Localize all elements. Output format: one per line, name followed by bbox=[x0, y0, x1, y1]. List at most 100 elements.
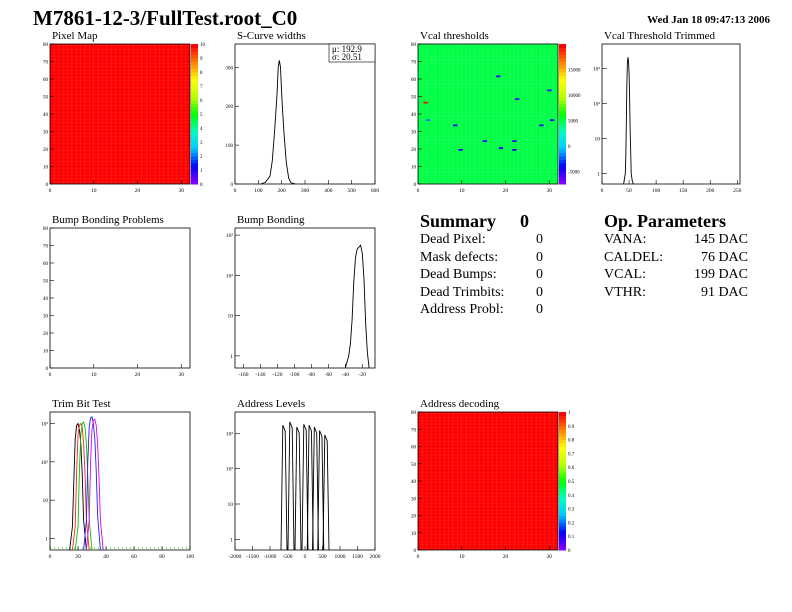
x-tick-label: 600 bbox=[371, 188, 380, 194]
y-tick-label: 10 bbox=[43, 498, 49, 504]
color-scale-band bbox=[191, 93, 198, 97]
plot-frame bbox=[234, 227, 376, 369]
x-tick-label: 30 bbox=[547, 554, 553, 560]
y-tick-label: 40 bbox=[411, 113, 417, 118]
color-scale-label: 0.3 bbox=[568, 508, 575, 513]
color-scale-band bbox=[559, 529, 566, 534]
bump-problems-title: Bump Bonding Problems bbox=[52, 214, 164, 226]
color-scale-band bbox=[191, 100, 198, 104]
color-scale-band bbox=[559, 75, 566, 80]
color-scale-band bbox=[559, 456, 566, 461]
y-tick-label: 50 bbox=[411, 96, 417, 101]
summary-row-label: Dead Trimbits: bbox=[420, 284, 505, 300]
color-scale-label: 0.8 bbox=[568, 439, 575, 444]
op-parameter-label: VANA: bbox=[604, 232, 647, 247]
x-tick-label: -140 bbox=[255, 372, 265, 378]
color-scale-label: 0.9 bbox=[568, 425, 575, 430]
y-tick-label: 10² bbox=[593, 101, 601, 107]
color-scale-band bbox=[559, 515, 566, 520]
x-tick-label: -500 bbox=[282, 554, 292, 560]
color-scale-label: 0.5 bbox=[568, 480, 575, 485]
color-scale-band bbox=[559, 54, 566, 59]
color-scale-band bbox=[559, 518, 566, 523]
color-scale-label: 0 bbox=[568, 549, 571, 554]
color-scale-band bbox=[559, 501, 566, 506]
y-tick-label: 70 bbox=[411, 61, 417, 66]
color-scale-band bbox=[191, 166, 198, 171]
color-scale-band bbox=[559, 412, 566, 416]
y-tick-label: 10 bbox=[595, 136, 601, 142]
summary-row-value: 0 bbox=[536, 284, 543, 300]
plot-frame bbox=[49, 43, 191, 185]
color-scale-band bbox=[559, 166, 566, 171]
summary-row-label: Dead Bumps: bbox=[420, 267, 497, 282]
x-tick-label: 2000 bbox=[370, 554, 381, 560]
bump-bonding-title: Bump Bonding bbox=[237, 214, 305, 226]
color-scale-band bbox=[559, 145, 566, 150]
y-tick-label: 20 bbox=[43, 148, 49, 153]
series-line-black bbox=[69, 422, 87, 551]
op-parameter-value: 76 DAC bbox=[700, 249, 748, 265]
summary-heading: Summary bbox=[420, 211, 496, 231]
color-scale-label: 0.1 bbox=[568, 535, 575, 540]
color-scale-band bbox=[191, 149, 198, 153]
y-tick-label: 50 bbox=[43, 280, 49, 285]
heatmap-fill bbox=[50, 44, 190, 184]
y-tick-label: 20 bbox=[411, 515, 417, 520]
x-tick-label: 20 bbox=[503, 554, 509, 560]
heatmap-fill bbox=[418, 44, 558, 184]
series-line-red bbox=[71, 422, 90, 551]
color-scale-band bbox=[191, 173, 198, 178]
color-scale-band bbox=[191, 128, 198, 132]
y-tick-label: 30 bbox=[411, 497, 417, 502]
address-decoding-plot: 0 10 20 30 0 10 20 30 40 50 60 70 80 0 0.1 0.2 0.3 0.4 0.5… bbox=[411, 411, 575, 560]
color-scale-label: 1 bbox=[200, 169, 203, 174]
x-tick-label: -1500 bbox=[246, 554, 259, 560]
color-scale-band bbox=[191, 131, 198, 136]
op-parameter-label: VCAL: bbox=[604, 267, 646, 282]
y-tick-label: 40 bbox=[43, 113, 49, 118]
color-scale-band bbox=[191, 117, 198, 122]
summary-row-label: Dead Pixel: bbox=[420, 232, 486, 247]
x-tick-label: 100 bbox=[652, 188, 661, 194]
y-tick-label: 1 bbox=[230, 354, 233, 360]
color-scale-band bbox=[559, 546, 566, 551]
x-tick-label: 100 bbox=[254, 188, 263, 194]
address-peak bbox=[294, 426, 302, 551]
x-tick-label: 0 bbox=[234, 188, 237, 194]
color-scale-band bbox=[559, 107, 566, 111]
x-tick-label: 500 bbox=[318, 554, 327, 560]
series-line-green bbox=[74, 420, 93, 551]
color-scale-band bbox=[559, 96, 566, 101]
color-scale-band bbox=[559, 47, 566, 52]
color-scale-band bbox=[191, 170, 198, 174]
plot-frame bbox=[601, 43, 741, 185]
heatmap-outlier bbox=[539, 124, 544, 127]
color-scale-band bbox=[191, 75, 198, 80]
x-tick-label: 200 bbox=[278, 188, 287, 194]
color-scale-band bbox=[559, 494, 566, 499]
color-scale-band bbox=[191, 89, 198, 94]
color-scale-band bbox=[559, 121, 566, 125]
y-tick-label: 10² bbox=[226, 273, 234, 279]
bump-problems-plot: 0 10 20 30 0 10 20 30 40 50 60 70 80 bbox=[43, 227, 191, 378]
color-scale-band bbox=[191, 61, 198, 66]
y-tick-label: 40 bbox=[411, 480, 417, 485]
address-peak bbox=[306, 424, 314, 551]
color-scale-band bbox=[559, 487, 566, 492]
address-decoding-title: Address decoding bbox=[420, 398, 500, 410]
stats-mu: μ: 192.9 bbox=[332, 44, 362, 54]
plot-frame bbox=[234, 43, 376, 185]
x-tick-label: -80 bbox=[308, 372, 316, 378]
address-levels-plot: -2000 -1500 -1000 -500 0 500 1000 1500 2000 1 10 10… bbox=[226, 411, 381, 560]
y-tick-label: 200 bbox=[226, 105, 234, 110]
color-scale-label: 8 bbox=[200, 71, 203, 76]
color-scale-label: 10 bbox=[200, 43, 206, 48]
address-peak bbox=[301, 424, 309, 551]
y-tick-label: 20 bbox=[411, 148, 417, 153]
heatmap-fill bbox=[418, 412, 558, 550]
y-tick-label: 0 bbox=[46, 367, 49, 372]
color-scale-band bbox=[559, 124, 566, 129]
x-tick-label: 0 bbox=[304, 554, 307, 560]
x-tick-label: 10 bbox=[91, 188, 97, 194]
